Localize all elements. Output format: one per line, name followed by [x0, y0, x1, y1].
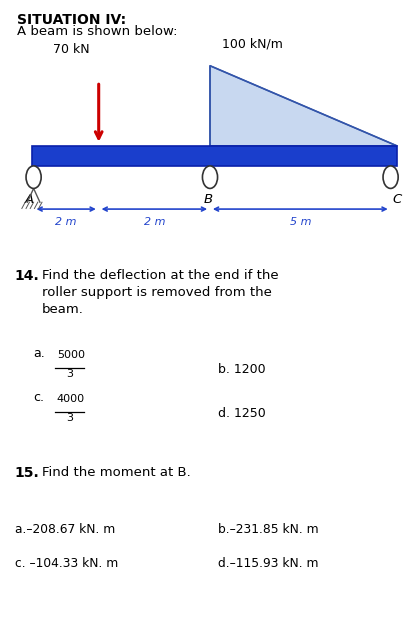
Text: 4000: 4000: [57, 394, 85, 404]
Text: 15.: 15.: [15, 466, 39, 480]
Text: C: C: [393, 193, 402, 207]
Text: b.–231.85 kN. m: b.–231.85 kN. m: [218, 523, 319, 536]
Text: 70 kN: 70 kN: [53, 43, 90, 56]
Circle shape: [202, 166, 218, 188]
Text: b. 1200: b. 1200: [218, 363, 266, 376]
Text: c.: c.: [34, 391, 45, 404]
Text: a.: a.: [34, 347, 45, 360]
Text: 2 m: 2 m: [55, 217, 77, 227]
Text: 5000: 5000: [57, 350, 85, 360]
Text: A: A: [25, 193, 34, 207]
Text: a.–208.67 kN. m: a.–208.67 kN. m: [15, 523, 115, 536]
Bar: [32, 146, 397, 166]
Text: B: B: [204, 193, 213, 207]
Text: c. –104.33 kN. m: c. –104.33 kN. m: [15, 557, 118, 570]
Text: 100 kN/m: 100 kN/m: [222, 37, 282, 50]
Text: d.–115.93 kN. m: d.–115.93 kN. m: [218, 557, 319, 570]
Text: Find the deflection at the end if the
roller support is removed from the
beam.: Find the deflection at the end if the ro…: [42, 269, 278, 316]
Text: 3: 3: [66, 369, 73, 379]
Circle shape: [26, 166, 41, 188]
Text: 3: 3: [66, 413, 73, 423]
Text: SITUATION IV:: SITUATION IV:: [17, 13, 126, 26]
Text: A beam is shown below:: A beam is shown below:: [17, 25, 177, 38]
Text: 2 m: 2 m: [144, 217, 165, 227]
Polygon shape: [210, 66, 397, 146]
Text: d. 1250: d. 1250: [218, 407, 266, 420]
Circle shape: [383, 166, 398, 188]
Text: 14.: 14.: [15, 269, 39, 283]
Text: Find the moment at B.: Find the moment at B.: [42, 466, 191, 480]
Text: 5 m: 5 m: [289, 217, 311, 227]
